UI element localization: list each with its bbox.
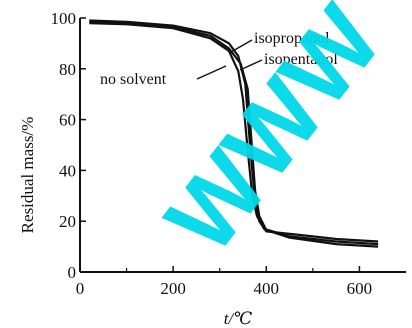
y-tick-label: 100 [51,9,77,28]
annotation-isopropanol: isopropanol [254,30,330,47]
x-tick-label: 200 [160,279,186,298]
series-lines [89,19,379,248]
ticks: 0 20 40 60 80 100 0 200 400 600 [51,9,373,298]
annotation-leader [230,39,253,53]
series-line-no-solvent [89,19,379,243]
series-line-isopentanol [89,20,379,248]
x-tick-label: 600 [347,279,373,298]
x-tick-label: 0 [76,279,85,298]
annotation-no-solvent: no solvent [100,71,167,88]
series-line-isopropanol [89,22,379,246]
axes [79,18,406,273]
y-axis-label: Residual mass/% [18,117,37,234]
x-axis-label: t/℃ [224,309,252,328]
y-tick-label: 40 [59,161,76,180]
annotations: isopropanol isopentanol no solvent [100,30,338,88]
y-tick-label: 60 [59,111,76,130]
y-tick-label: 80 [59,60,76,79]
annotation-isopentanol: isopentanol [264,51,338,68]
annotation-leader [196,65,227,80]
x-tick-label: 400 [254,279,280,298]
annotation-leader [239,59,263,71]
y-tick-label: 0 [68,263,77,282]
y-tick-label: 20 [59,212,76,231]
